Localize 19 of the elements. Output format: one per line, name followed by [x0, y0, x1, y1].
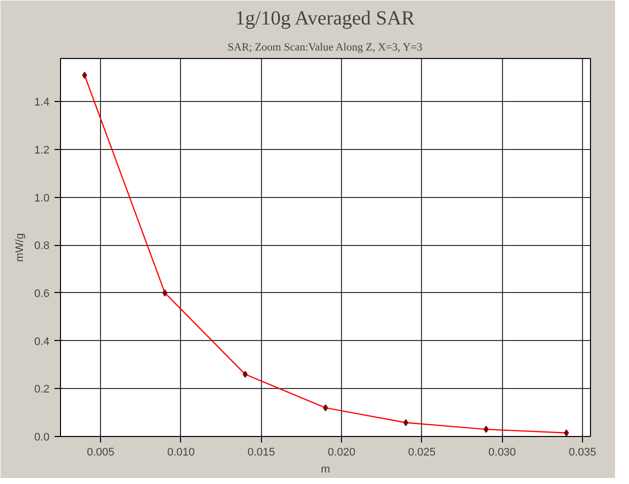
y-axis-title: mW/g — [14, 233, 26, 262]
y-tick-label: 0.4 — [34, 336, 50, 348]
x-axis-title: m — [320, 464, 330, 476]
chart-title: 1g/10g Averaged SAR — [235, 8, 416, 30]
y-tick-label: 1.4 — [34, 96, 50, 109]
x-tick-label: 0.015 — [247, 446, 276, 458]
x-tick-label: 0.005 — [86, 446, 114, 458]
y-tick-label: 0.2 — [34, 384, 50, 396]
x-tick-label: 0.020 — [328, 446, 356, 458]
x-tick-label: 0.010 — [167, 446, 195, 458]
x-tick-label: 0.035 — [568, 446, 596, 458]
chart-subtitle: SAR; Zoom Scan:Value Along Z, X=3, Y=3 — [228, 42, 423, 54]
x-tick-label: 0.030 — [488, 446, 516, 458]
y-tick-label: 0.8 — [34, 240, 50, 252]
y-tick-label: 1.0 — [34, 192, 50, 204]
y-tick-label: 1.2 — [34, 144, 50, 156]
y-tick-label: 0.0 — [34, 432, 50, 444]
x-tick-label: 0.025 — [408, 446, 436, 458]
y-tick-label: 0.6 — [34, 288, 50, 300]
